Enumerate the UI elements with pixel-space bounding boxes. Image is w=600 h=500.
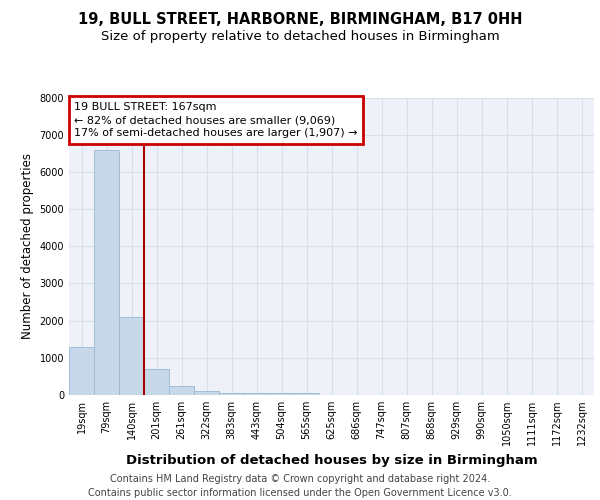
Bar bbox=[119, 317, 144, 395]
Bar bbox=[194, 392, 219, 395]
Text: 19, BULL STREET, HARBORNE, BIRMINGHAM, B17 0HH: 19, BULL STREET, HARBORNE, BIRMINGHAM, B… bbox=[78, 12, 522, 28]
Bar bbox=[294, 393, 319, 395]
Bar bbox=[94, 150, 119, 395]
Text: Size of property relative to detached houses in Birmingham: Size of property relative to detached ho… bbox=[101, 30, 499, 43]
Bar bbox=[219, 393, 244, 395]
Bar bbox=[69, 346, 94, 395]
Text: Contains HM Land Registry data © Crown copyright and database right 2024.
Contai: Contains HM Land Registry data © Crown c… bbox=[88, 474, 512, 498]
Bar bbox=[169, 386, 194, 395]
Y-axis label: Number of detached properties: Number of detached properties bbox=[21, 153, 34, 340]
Bar bbox=[244, 393, 269, 395]
Text: 19 BULL STREET: 167sqm
← 82% of detached houses are smaller (9,069)
17% of semi-: 19 BULL STREET: 167sqm ← 82% of detached… bbox=[74, 102, 358, 139]
Bar bbox=[144, 369, 169, 395]
Bar bbox=[269, 393, 294, 395]
X-axis label: Distribution of detached houses by size in Birmingham: Distribution of detached houses by size … bbox=[125, 454, 538, 466]
